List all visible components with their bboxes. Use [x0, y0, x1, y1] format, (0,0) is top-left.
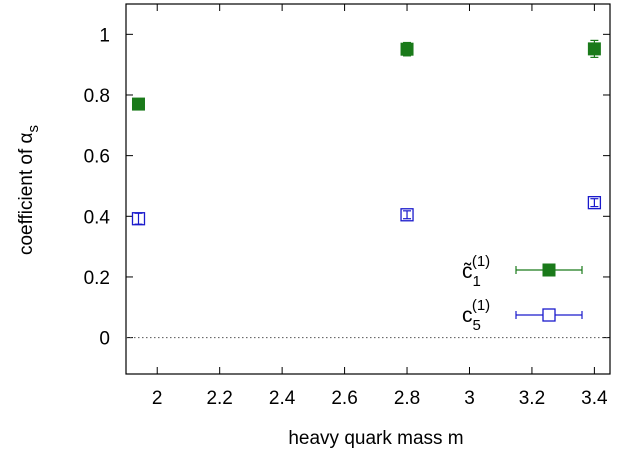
legend-label-c1: c̃1(1) — [462, 253, 490, 290]
data-point-c5 — [587, 195, 602, 210]
marker-open-square — [400, 208, 414, 222]
x-tick-label: 3.2 — [519, 388, 545, 409]
y-tick-label: 1 — [99, 25, 110, 46]
legend-marker-open-square — [542, 308, 556, 322]
data-point-c1 — [131, 97, 145, 111]
marker-filled-square — [131, 97, 145, 111]
data-point-c5 — [400, 208, 414, 222]
marker-filled-square — [587, 42, 601, 56]
axes — [125, 3, 611, 375]
legend-sample-c5 — [515, 308, 583, 322]
y-tick-label: 0.8 — [84, 86, 110, 107]
x-tick-label: 2.4 — [269, 388, 296, 409]
plot-frame — [125, 3, 611, 375]
data-point-c5 — [131, 212, 146, 226]
x-tick-label: 2.6 — [331, 388, 357, 409]
x-tick-label: 3.4 — [581, 388, 608, 409]
x-tick-label: 2.8 — [394, 388, 420, 409]
y-tick-label: 0.2 — [84, 268, 110, 289]
data-marks — [131, 39, 602, 226]
tick-labels: 2 2.2 2.4 2.6 2.8 3 3.2 3.4 0 0.2 0.4 0.6 0.8 1 — [84, 25, 608, 409]
x-axis-label: heavy quark mass m — [288, 428, 463, 449]
legend: c̃1(1) c5(1) — [462, 253, 583, 334]
data-point-c1 — [400, 41, 414, 57]
y-tick-label: 0.6 — [84, 147, 110, 168]
legend-sample-c1 — [515, 263, 583, 277]
x-tick-label: 3 — [464, 388, 475, 409]
legend-marker-filled-square — [542, 263, 556, 277]
marker-open-square — [131, 212, 146, 226]
x-tick-label: 2 — [152, 388, 163, 409]
legend-label-c5: c5(1) — [462, 297, 490, 334]
x-tick-label: 2.2 — [206, 388, 232, 409]
y-tick-label: 0 — [99, 329, 110, 350]
y-axis-label: coefficient of αs — [16, 125, 42, 255]
y-tick-label: 0.4 — [84, 207, 111, 228]
marker-open-square — [587, 195, 602, 210]
marker-filled-square — [400, 42, 414, 56]
data-point-c1 — [587, 39, 601, 58]
